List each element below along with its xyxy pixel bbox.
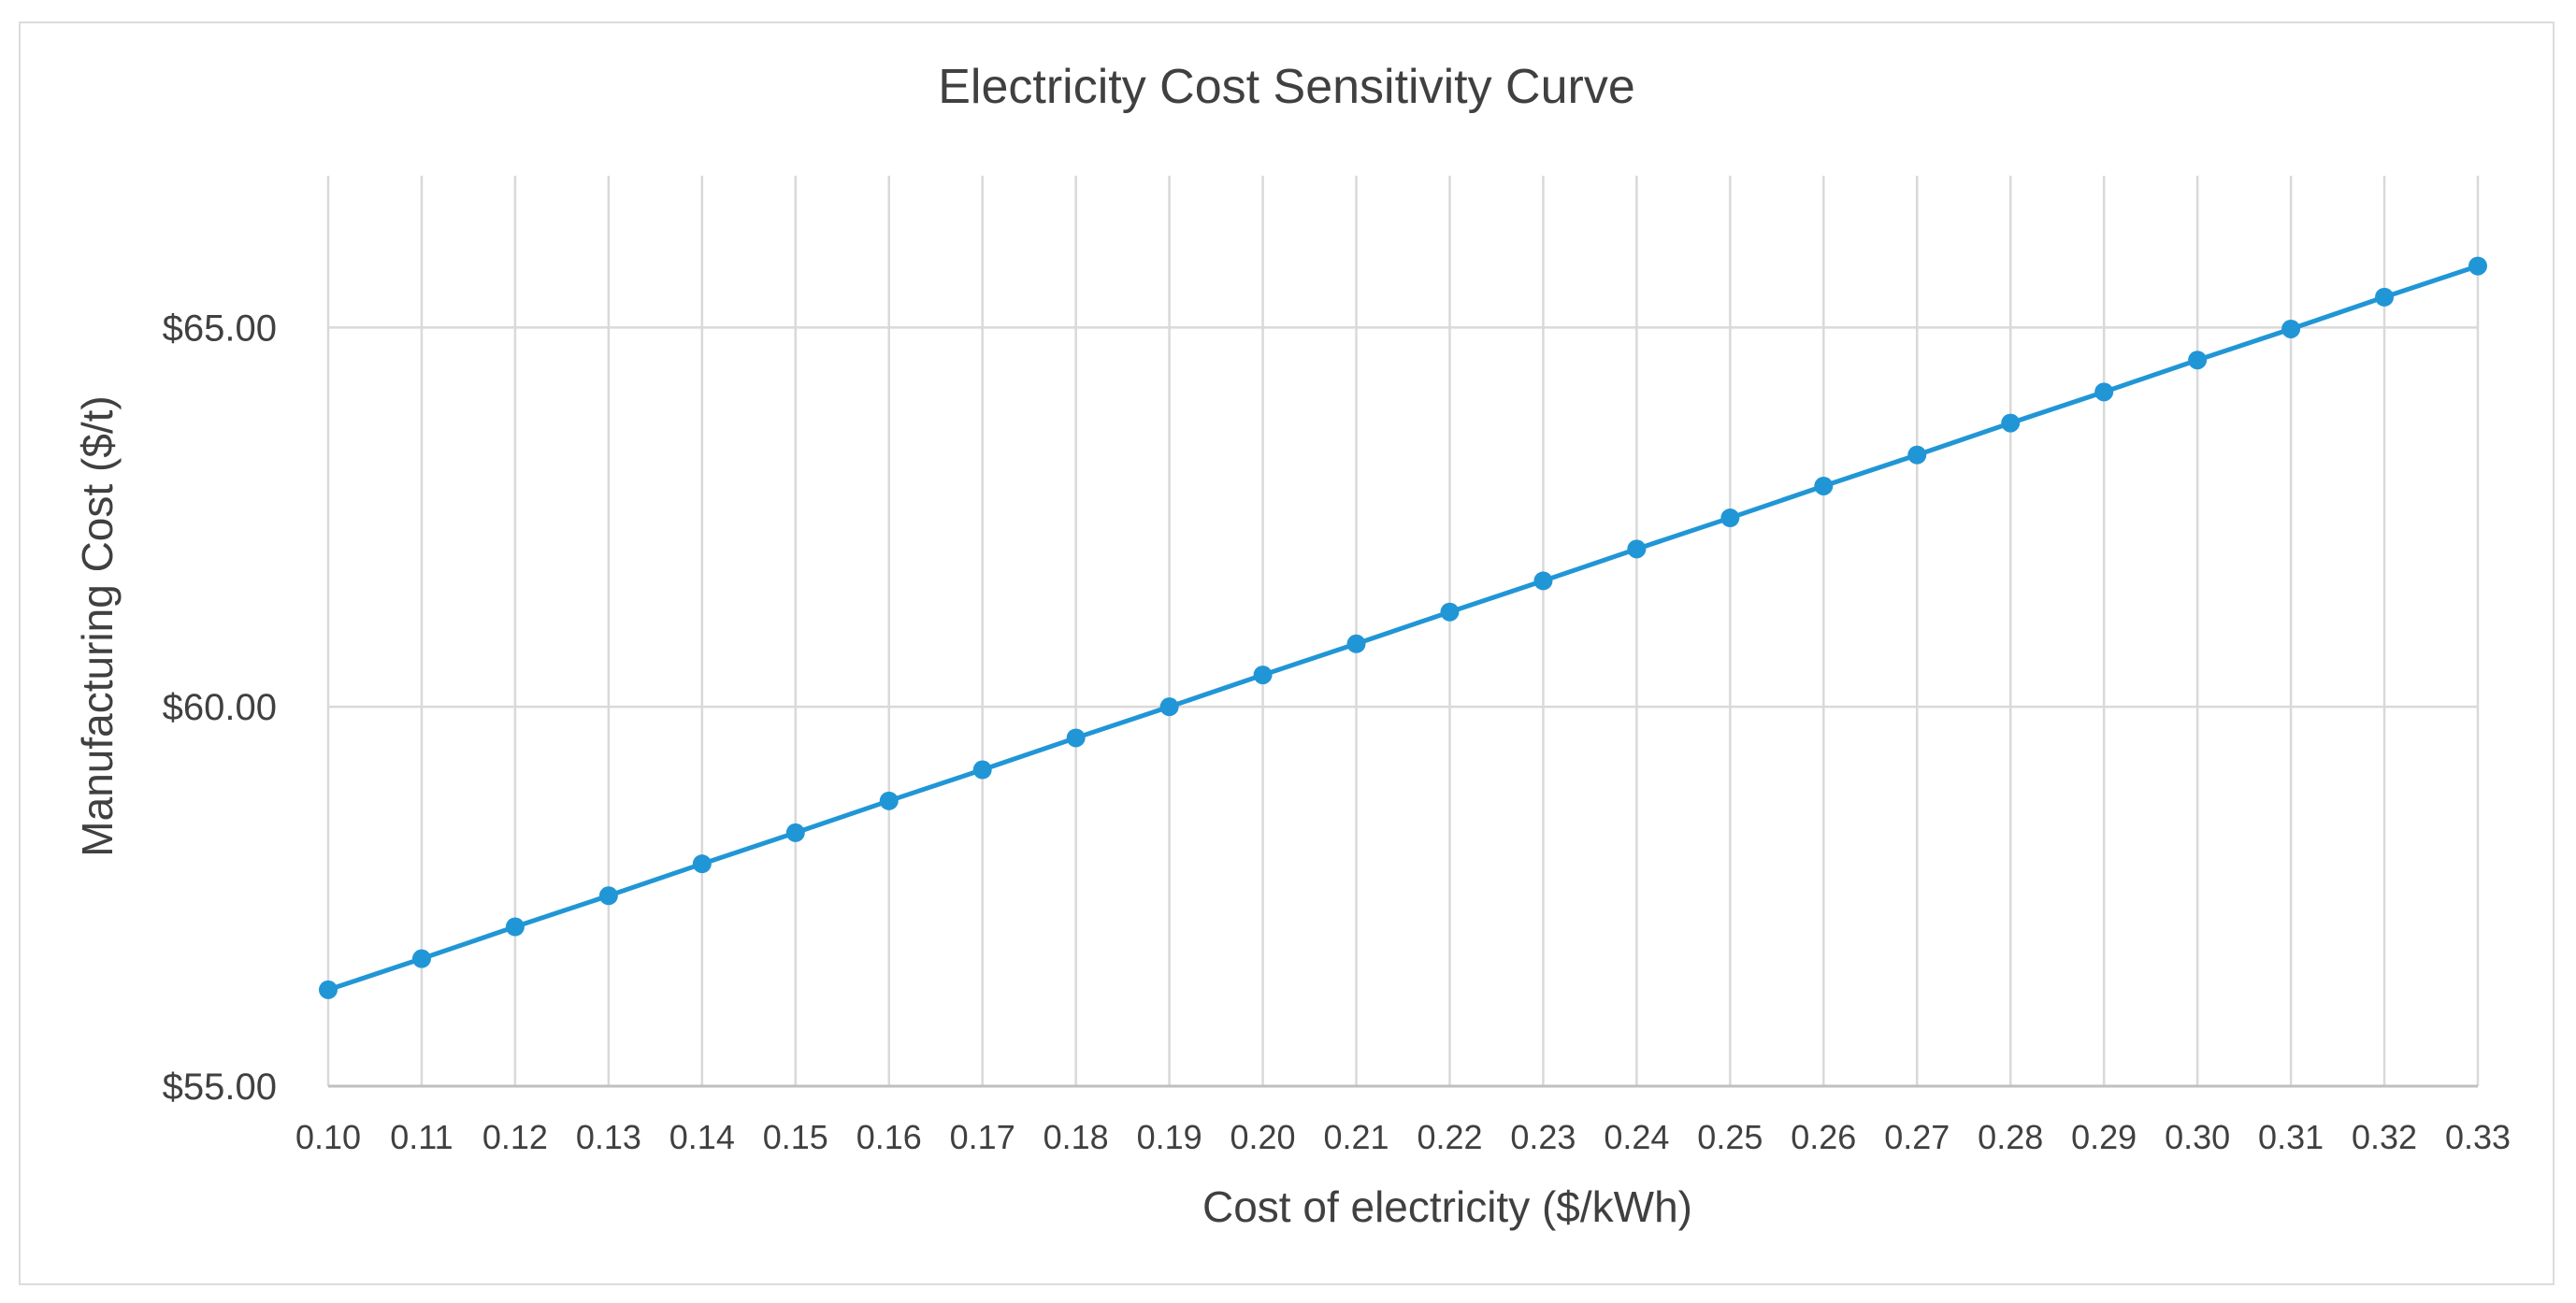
data-point: [1440, 602, 1460, 622]
x-tick-label: 0.13: [576, 1118, 641, 1156]
data-point: [1253, 666, 1273, 685]
data-point: [1533, 571, 1553, 591]
x-tick-label: 0.20: [1230, 1118, 1296, 1156]
y-tick-label: $55.00: [163, 1067, 277, 1108]
data-point: [2281, 319, 2301, 338]
x-tick-label: 0.14: [669, 1118, 735, 1156]
x-tick-label: 0.32: [2352, 1118, 2417, 1156]
x-tick-label: 0.16: [856, 1118, 922, 1156]
data-point: [2001, 413, 2021, 433]
x-tick-label: 0.18: [1043, 1118, 1109, 1156]
data-point: [505, 917, 525, 937]
x-tick-label: 0.24: [1604, 1118, 1669, 1156]
data-point: [1814, 476, 1834, 495]
x-tick-label: 0.33: [2445, 1118, 2511, 1156]
data-point: [319, 980, 338, 999]
series-line: [327, 264, 2479, 993]
x-tick-label: 0.22: [1417, 1118, 1482, 1156]
x-tick-label: 0.19: [1137, 1118, 1202, 1156]
x-tick-label: 0.11: [390, 1118, 453, 1156]
data-point: [2094, 382, 2114, 402]
x-tick-label: 0.25: [1697, 1118, 1763, 1156]
x-tick-label: 0.12: [482, 1118, 548, 1156]
x-tick-label: 0.26: [1791, 1118, 1856, 1156]
x-tick-label: 0.31: [2258, 1118, 2324, 1156]
x-tick-label: 0.27: [1884, 1118, 1950, 1156]
series-layer: [319, 256, 2487, 999]
x-tick-label: 0.29: [2071, 1118, 2137, 1156]
gridlines: [326, 176, 2480, 1086]
x-tick-label: 0.23: [1510, 1118, 1576, 1156]
data-point: [1907, 445, 1927, 465]
x-axis-title: Cost of electricity ($/kWh): [1202, 1182, 1692, 1231]
y-axis-title: Manufacturing Cost ($/t): [73, 395, 122, 856]
x-tick-label: 0.30: [2165, 1118, 2230, 1156]
data-point: [1066, 728, 1086, 748]
data-point: [692, 854, 712, 874]
x-tick-label: 0.15: [763, 1118, 828, 1156]
x-tick-label: 0.21: [1323, 1118, 1389, 1156]
data-point: [1627, 539, 1647, 559]
data-point: [1346, 634, 1366, 653]
x-tick-label: 0.28: [1978, 1118, 2043, 1156]
data-point: [785, 823, 805, 842]
data-point: [598, 886, 618, 906]
x-tick-label: 0.10: [295, 1118, 361, 1156]
x-tick-label: 0.17: [950, 1118, 1015, 1156]
labels: $55.00 $60.00 $65.00 0.10 0.11 0.12 0.13 0.14 0.…: [163, 308, 2511, 1156]
chart-frame: [19, 21, 2554, 1285]
data-point: [972, 760, 992, 780]
data-point: [879, 791, 899, 810]
data-point: [2188, 351, 2208, 370]
chart-title: Electricity Cost Sensitivity Curve: [938, 60, 1635, 114]
y-tick-label: $65.00: [163, 308, 277, 349]
data-point: [1159, 697, 1179, 717]
data-point: [2375, 287, 2395, 307]
data-point: [411, 949, 431, 968]
y-tick-label: $60.00: [163, 687, 277, 728]
data-point: [1720, 508, 1740, 528]
data-point: [2468, 256, 2487, 276]
